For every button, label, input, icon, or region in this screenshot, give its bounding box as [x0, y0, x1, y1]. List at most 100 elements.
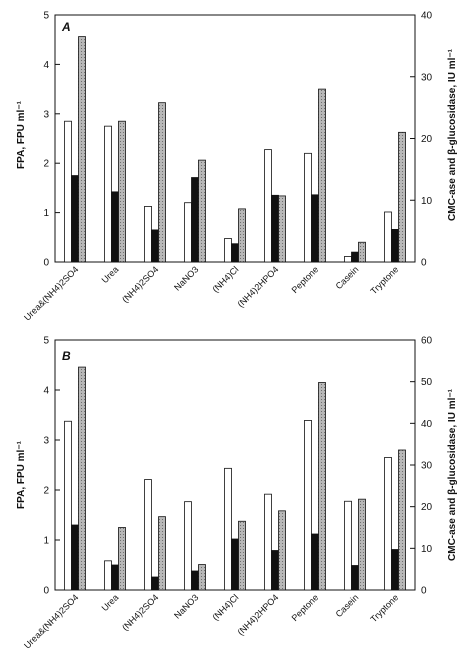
x-tick-label: Urea [100, 592, 121, 613]
panel-label-b: B [62, 349, 71, 363]
bar-gray [278, 510, 286, 591]
x-tick-label: Urea&(NH4)2SO4 [22, 592, 80, 650]
bar-gray [358, 241, 366, 263]
bar-gray [118, 527, 126, 591]
x-tick-label: Casein [334, 264, 361, 291]
bar-white [344, 256, 352, 263]
x-tick-label: (NH4)2SO4 [120, 592, 160, 632]
bar-white [344, 500, 352, 591]
y2-tick-label: 0 [421, 586, 427, 597]
x-tick-label: (NH4)2HPO4 [236, 592, 281, 637]
panel-label-a: A [61, 20, 71, 34]
y2-tick-label: 20 [421, 134, 433, 145]
y-tick-label: 2 [43, 159, 49, 170]
y2-tick-label: 30 [421, 72, 433, 83]
bar-gray [398, 131, 406, 263]
bar-gray [118, 120, 126, 263]
bar-gray [398, 449, 406, 591]
panel-b-y-axis-label: FPA, FPU ml⁻¹ [16, 440, 27, 509]
bar-black [231, 538, 239, 591]
y2-tick-label: 40 [421, 419, 433, 430]
x-tick-label: (NH4)2SO4 [120, 264, 160, 304]
bar-black [391, 228, 399, 263]
bar-white [64, 420, 72, 591]
x-tick-label: Peptone [290, 592, 321, 623]
bar-gray [238, 520, 246, 591]
bar-white [384, 457, 392, 591]
panel-a-plot: 0 1 2 3 4 5 0 10 20 30 40 Urea&(NH4)2SO4 Urea (NH4)2S… [22, 11, 433, 323]
y-tick-label: 2 [43, 486, 49, 497]
y-tick-label: 4 [43, 60, 49, 71]
y2-tick-label: 10 [421, 196, 433, 207]
y-tick-label: 1 [43, 536, 49, 547]
bar-white [264, 493, 272, 591]
bar-gray [198, 564, 206, 591]
x-tick-label: Tryptone [368, 592, 400, 624]
bar-white [184, 202, 192, 263]
bar-white [104, 560, 112, 591]
y2-tick-label: 10 [421, 544, 433, 555]
panel-a-y2-axis-label: CMC-ase and β-glucosidase, IU ml⁻¹ [447, 48, 458, 221]
bar-white [384, 211, 392, 263]
bar-white [144, 206, 152, 263]
x-tick-label: (NH4)Cl [210, 592, 240, 622]
x-tick-label: NaNO3 [172, 264, 200, 292]
bar-gray [198, 159, 206, 263]
y2-tick-label: 20 [421, 502, 433, 513]
panel-a: A FPA, FPU ml⁻¹ CMC-ase and β-glucosidas… [16, 11, 458, 323]
bar-black [311, 533, 319, 591]
bar-white [144, 479, 152, 591]
x-tick-label: (NH4)2HPO4 [236, 264, 281, 309]
bar-gray [358, 498, 366, 591]
panel-b: B FPA, FPU ml⁻¹ CMC-ase and β-glucosidas… [16, 336, 458, 651]
y-tick-label: 4 [43, 386, 49, 397]
bar-black [271, 194, 279, 263]
x-tick-label: Tryptone [368, 264, 400, 296]
bar-white [264, 149, 272, 263]
bar-gray [238, 208, 246, 263]
bar-gray [78, 36, 86, 263]
y-tick-label: 3 [43, 436, 49, 447]
x-tick-label: Urea&(NH4)2SO4 [22, 264, 80, 322]
x-tick-label: (NH4)Cl [210, 264, 240, 294]
bar-gray [158, 516, 166, 591]
y2-tick-label: 50 [421, 377, 433, 388]
x-tick-label: Urea [100, 264, 121, 285]
bar-black [191, 177, 199, 263]
y-tick-label: 0 [43, 258, 49, 269]
y-tick-label: 5 [43, 11, 49, 22]
x-tick-label: NaNO3 [172, 592, 200, 620]
y2-tick-label: 60 [421, 336, 433, 347]
bar-black [311, 194, 319, 263]
bar-black [391, 549, 399, 591]
bar-black [111, 191, 119, 263]
bar-gray [158, 102, 166, 263]
panel-b-y2-axis-label: CMC-ase and β-glucosidase, IU ml⁻¹ [447, 388, 458, 561]
y-tick-label: 3 [43, 109, 49, 120]
bar-white [304, 420, 312, 591]
bar-black [271, 550, 279, 591]
bar-black [71, 175, 79, 263]
bar-white [304, 152, 312, 263]
bar-white [64, 120, 72, 263]
bar-white [184, 501, 192, 591]
bar-white [224, 467, 232, 591]
bar-white [104, 125, 112, 263]
bar-gray [78, 366, 86, 591]
bar-black [71, 524, 79, 591]
bar-white [224, 238, 232, 263]
y2-tick-label: 30 [421, 461, 433, 472]
bar-gray [318, 382, 326, 591]
y2-tick-label: 0 [421, 258, 427, 269]
y-tick-label: 1 [43, 208, 49, 219]
x-tick-label: Casein [334, 592, 361, 619]
bar-gray [318, 88, 326, 263]
bar-gray [278, 195, 286, 263]
x-tick-label: Peptone [290, 264, 321, 295]
panel-a-y-axis-label: FPA, FPU ml⁻¹ [16, 100, 27, 169]
bar-black [151, 229, 159, 263]
y2-tick-label: 40 [421, 11, 433, 22]
y-tick-label: 0 [43, 586, 49, 597]
